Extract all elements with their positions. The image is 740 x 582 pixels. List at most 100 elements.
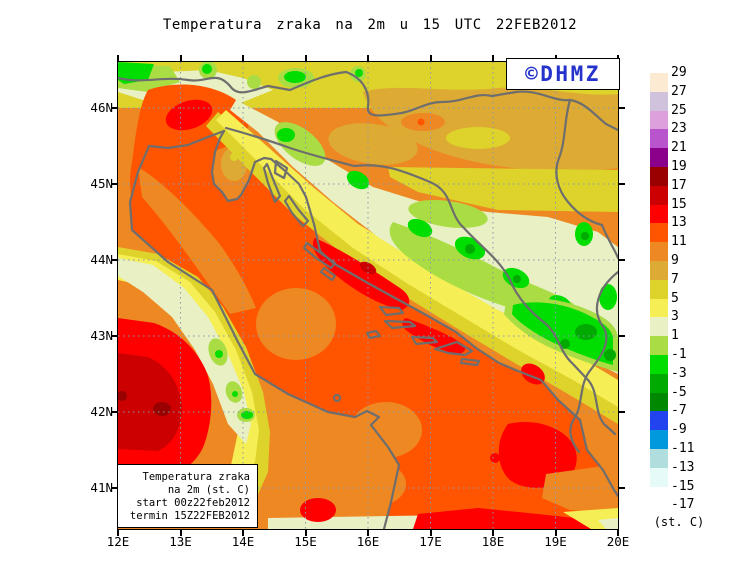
colorbar-block [650,317,668,337]
axis-tick [367,530,369,536]
axis-tick [111,107,117,109]
legend-box: Temperatura zraka na 2m (st. C) start 00… [117,464,258,528]
axis-tick [111,335,117,337]
legend-line: start 00z22feb2012 [136,497,250,509]
axis-tick [117,530,119,536]
axis-tick [492,55,494,61]
colorbar-block [650,298,668,318]
colorbar-tick-label: 23 [671,121,687,137]
colorbar-block [650,129,668,149]
colorbar-block [650,467,668,487]
colorbar-block [650,148,668,167]
dhmz-watermark-box: ©DHMZ [506,58,620,90]
axis-tick [619,107,625,109]
x-axis-label: 20E [606,534,630,549]
colorbar-block [650,185,668,205]
colorbar-unit-label: (st. C) [653,515,705,529]
x-axis-label: 13E [169,534,192,549]
axis-tick [304,55,307,61]
colorbar-tick-label: 21 [671,140,687,156]
axis-tick [242,55,244,61]
colorbar-tick-label: 9 [671,253,679,268]
colorbar-tick-label: 7 [671,271,679,287]
axis-tick [111,183,117,185]
colorbar-block [650,430,668,449]
colorbar-tick-label: 5 [671,290,679,306]
colorbar-block [650,242,668,261]
colorbar-tick-label: 25 [671,102,687,118]
colorbar-tick-label: 13 [671,215,687,231]
colorbar-tick-label: -1 [671,347,687,362]
axis-tick [619,411,625,413]
colorbar-block [650,392,668,412]
colorbar-block [650,223,668,243]
x-axis-label: 16E [356,534,380,549]
dhmz-watermark: ©DHMZ [525,62,601,86]
map-title: Temperatura zraka na 2m u 15 UTC 22FEB20… [162,17,578,33]
colorbar-tick-label: -17 [671,497,695,513]
colorbar-block [650,336,668,355]
axis-tick [304,530,307,536]
colorbar-block [650,486,668,506]
colorbar-block [650,167,668,186]
y-axis-label: 42N [90,404,113,419]
colorbar-block [650,110,668,130]
colorbar-tick-label: 29 [671,65,687,80]
axis-tick [429,530,432,536]
colorbar-block [650,373,668,393]
colorbar-tick-label: 3 [671,309,679,325]
colorbar-tick-label: 19 [671,159,687,174]
colorbar-tick-label: 27 [671,83,687,99]
axis-tick [111,411,117,413]
axis-tick [179,55,182,61]
colorbar-block [650,261,668,280]
legend-line: Temperatura zraka [142,471,250,483]
axis-tick [242,530,244,536]
colorbar-tick-label: -5 [671,384,687,400]
colorbar-tick-label: -7 [671,403,687,419]
axis-tick [429,55,432,61]
colorbar-block [650,355,668,374]
legend-line: termin 15Z22FEB2012 [129,510,250,522]
axis-tick [554,530,557,536]
coastlines-and-borders [118,70,618,529]
y-axis-label: 46N [90,100,113,115]
x-axis-label: 19E [544,534,567,549]
axis-tick [619,335,625,337]
axis-tick [179,530,182,536]
axis-tick [619,487,625,489]
axis-tick [492,530,494,536]
y-axis-label: 45N [90,176,113,191]
colorbar-tick-label: 11 [671,234,687,250]
colorbar-block [650,449,668,468]
x-axis-label: 15E [294,534,317,549]
colorbar-tick-label: -9 [671,422,687,438]
colorbar-tick-label: -15 [671,478,695,494]
adriatic-sea [130,131,618,529]
temperature-field-map [118,62,618,529]
colorbar-tick-label: 1 [671,328,679,344]
axis-tick [617,530,619,536]
legend-line: na 2m (st. C) [167,484,250,496]
colorbar-block [650,411,668,431]
colorbar-tick-label: 15 [671,196,687,212]
axis-tick [619,259,625,261]
y-axis-label: 43N [90,328,113,343]
axis-tick [117,55,119,61]
axis-tick [367,55,369,61]
colorbar-tick-label: -3 [671,365,687,381]
colorbar-tick-label: -13 [671,459,695,475]
axis-tick [111,259,117,261]
colorbar-block [650,91,668,111]
axis-tick [619,183,625,185]
y-axis-label: 41N [90,480,113,495]
map-frame [117,61,619,530]
x-axis-label: 14E [231,534,255,549]
colorbar-block [650,204,668,224]
x-axis-label: 12E [106,534,130,549]
x-axis-label: 17E [419,534,442,549]
colorbar-tick-label: 17 [671,177,687,193]
colorbar-tick-label: -11 [671,441,695,456]
axis-tick [111,487,117,489]
